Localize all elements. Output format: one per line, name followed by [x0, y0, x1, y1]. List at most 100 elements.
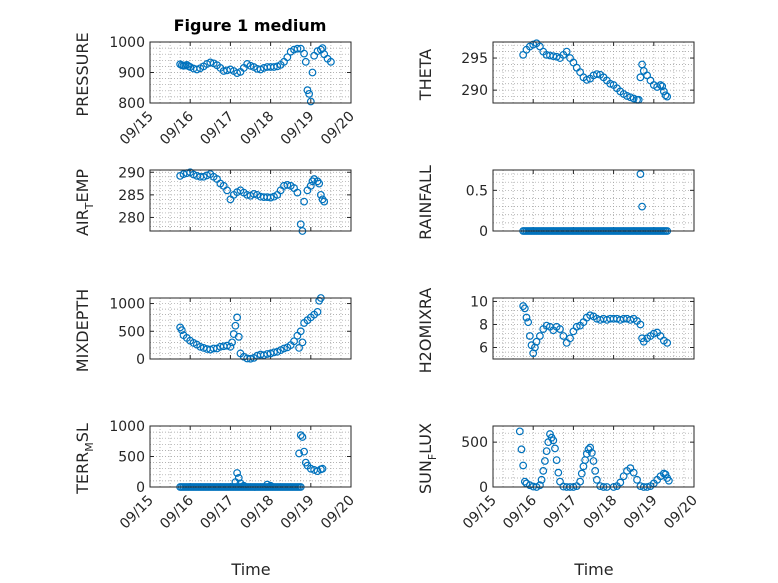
data-point [519, 461, 528, 470]
data-point [623, 92, 631, 100]
y-axis-label-rest: SL [73, 423, 92, 442]
data-point [313, 177, 322, 186]
data-point [300, 447, 309, 456]
data-point [296, 327, 305, 336]
data-point [552, 456, 561, 464]
data-point [517, 445, 526, 454]
data-point [582, 449, 591, 458]
data-point [306, 464, 315, 473]
data-point [270, 63, 278, 71]
data-point [554, 468, 563, 477]
data-point [306, 181, 315, 190]
data-point [577, 469, 586, 478]
panel-rainfall: 0 0.5 RAINFALL [416, 165, 695, 240]
y-tick-label: 290 [118, 165, 145, 181]
data-point [525, 332, 534, 340]
y-tick-label: 280 [118, 210, 145, 226]
data-point [664, 476, 673, 485]
data-point [619, 472, 628, 481]
y-tick-label: 1000 [109, 297, 145, 313]
y-tick-label: 0 [479, 224, 488, 240]
data-point [270, 348, 278, 357]
data-point [552, 52, 561, 61]
data-point [231, 321, 240, 330]
data-point [233, 313, 242, 322]
data-point [298, 433, 307, 441]
data-point [327, 57, 335, 66]
data-point [266, 481, 275, 490]
y-tick-label: 10 [470, 294, 488, 310]
data-point [589, 457, 598, 465]
data-point [283, 181, 292, 189]
x-axis-label-left: Time [230, 560, 270, 579]
axes-frame [492, 297, 695, 360]
y-axis-label: H2OMIXRA [416, 288, 435, 374]
data-point [559, 332, 568, 340]
panel-mixdepth: 0 500 1000 MIXDEPTH [73, 289, 352, 372]
y-tick-label: 800 [118, 96, 145, 112]
data-point [293, 44, 302, 53]
y-tick-label: 900 [118, 66, 145, 82]
axes-frame [492, 169, 695, 232]
y-tick-label: 0 [136, 480, 145, 496]
panel-h2omixra: 6 8 10 H2OMIXRA [416, 288, 695, 374]
data-point [300, 197, 309, 206]
data-point [177, 326, 186, 335]
axes-frame [149, 425, 352, 488]
axes-frame [149, 41, 352, 104]
data-point [524, 318, 533, 327]
data-point [663, 92, 672, 101]
y-axis-label: SUNFLUX [416, 423, 439, 494]
data-point [663, 338, 672, 347]
data-point [529, 40, 538, 49]
data-point [313, 307, 322, 316]
data-point [305, 89, 314, 98]
data-point [542, 447, 551, 456]
data-point [539, 466, 548, 475]
y-axis-label-subscript: T [83, 202, 96, 210]
data-point [532, 337, 541, 346]
data-point [318, 195, 327, 204]
y-axis-label: PRESSURE [73, 32, 92, 116]
y-axis-label: MIXDEPTH [73, 289, 92, 372]
y-axis-label-main: AIR [73, 209, 92, 236]
y-axis-label: RAINFALL [416, 165, 435, 240]
y-axis-label-main: SUN [416, 460, 435, 494]
axes-frame [492, 41, 695, 104]
data-point [234, 332, 243, 341]
data-point [587, 449, 596, 457]
data-point [192, 65, 201, 74]
y-axis-label-rest: EMP [73, 169, 92, 203]
data-point [541, 457, 549, 465]
axes-frame [492, 425, 695, 488]
data-point [522, 313, 531, 322]
data-point [315, 179, 324, 188]
data-point [290, 337, 298, 346]
data-point [591, 466, 600, 475]
data-point [301, 57, 310, 66]
data-point [586, 311, 595, 320]
data-point [606, 79, 615, 88]
data-point [536, 332, 544, 340]
data-point [298, 338, 307, 347]
data-point [592, 70, 601, 79]
data-point [566, 334, 574, 343]
y-axis-label: AIRTEMP [73, 169, 96, 236]
data-point [293, 188, 302, 197]
data-point [520, 477, 529, 486]
y-tick-label: 500 [118, 324, 145, 340]
y-tick-label: 295 [461, 51, 488, 67]
data-point [549, 52, 558, 61]
data-point [519, 302, 528, 310]
y-axis-label-subscript: F [426, 454, 439, 460]
y-axis-label: THETA [416, 49, 435, 101]
data-point [308, 177, 317, 186]
data-point [249, 190, 258, 198]
data-point [592, 475, 601, 484]
data-point [616, 478, 625, 487]
data-point [196, 342, 205, 351]
axes-frame [149, 297, 352, 360]
figure-title: Figure 1 medium [174, 16, 327, 35]
data-point [629, 468, 638, 477]
